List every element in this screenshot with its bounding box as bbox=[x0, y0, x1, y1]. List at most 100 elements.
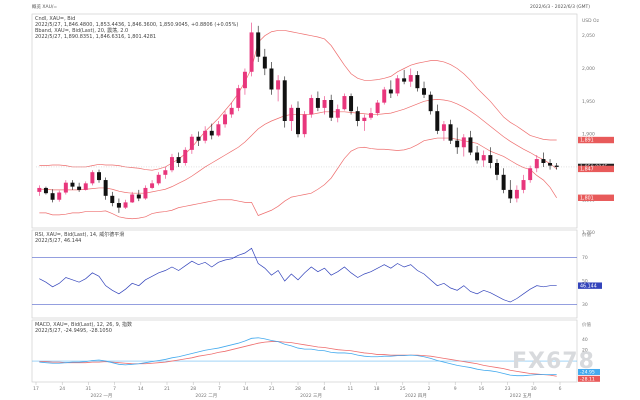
candle bbox=[37, 185, 42, 196]
candle bbox=[362, 114, 367, 131]
candle bbox=[83, 181, 88, 191]
candle bbox=[368, 107, 373, 120]
price-y-tick: 1,750 bbox=[582, 230, 595, 236]
candle bbox=[441, 121, 446, 141]
macd-tag: -24.95 bbox=[578, 368, 600, 376]
price-y-tick: 1,900 bbox=[582, 132, 595, 138]
price-legend-line-1: Cndl, XAU=, Bid bbox=[35, 16, 75, 22]
candle bbox=[408, 68, 413, 87]
candle bbox=[422, 81, 427, 99]
candlesticks bbox=[37, 22, 559, 213]
price-legend-line-3: Bband, XAU=, Bid(Last), 20, 震荡, 2.0 bbox=[35, 27, 128, 34]
candle bbox=[229, 102, 234, 118]
price-legend-line-2: 2022/5/27, 1,846.4800, 1,853.4436, 1,846… bbox=[35, 22, 238, 28]
rsi-panel-frame bbox=[31, 229, 578, 319]
x-day-tick: 6 bbox=[559, 386, 562, 392]
x-day-tick: 14 bbox=[243, 386, 249, 392]
x-day-tick: 28 bbox=[295, 386, 301, 392]
candle bbox=[249, 22, 254, 77]
rsi-y-tick: 30 bbox=[582, 302, 588, 308]
candle bbox=[236, 84, 241, 112]
candle bbox=[329, 94, 334, 121]
x-axis: 17 24 31 7 14 21 28 7 14 21 28 4 11 18 25 2 9 16 23 30 6 2022… bbox=[33, 382, 562, 399]
macd-tag-label: -28.11 bbox=[580, 376, 595, 382]
candle bbox=[50, 189, 55, 203]
price-tag: 1,801 bbox=[578, 194, 614, 201]
candle bbox=[342, 93, 347, 111]
x-day-tick: 25 bbox=[400, 386, 406, 392]
x-month-label: 2022 二月 bbox=[195, 393, 217, 399]
x-day-tick: 31 bbox=[86, 386, 92, 392]
x-day-tick: 17 bbox=[33, 386, 39, 392]
x-day-tick: 7 bbox=[113, 386, 116, 392]
candle bbox=[315, 91, 320, 112]
candle bbox=[189, 134, 194, 154]
candle bbox=[349, 93, 354, 115]
price-tag: 1,847 bbox=[578, 165, 614, 173]
candle bbox=[169, 153, 174, 173]
macd-panel-frame bbox=[31, 319, 578, 383]
candle bbox=[282, 76, 287, 128]
candle bbox=[475, 145, 480, 164]
macd-legend-line-1: MACD, XAU=, Bid(Last), 12, 26, 9, 指数 bbox=[35, 321, 132, 328]
candle bbox=[103, 177, 108, 200]
macd-axis-label: 价值 bbox=[582, 321, 591, 328]
candle bbox=[116, 198, 121, 213]
candle bbox=[289, 104, 294, 131]
candle bbox=[203, 126, 208, 144]
candle bbox=[488, 147, 493, 169]
candle bbox=[468, 130, 473, 156]
x-month-label: 2022 四月 bbox=[405, 393, 427, 399]
candle bbox=[322, 96, 327, 115]
candle bbox=[242, 68, 247, 95]
candle bbox=[309, 94, 314, 118]
candle bbox=[514, 185, 519, 203]
macd-legend-line-2: 2022/5/27, -24.9495, -28.1050 bbox=[35, 328, 112, 334]
candle bbox=[70, 180, 75, 190]
candle bbox=[375, 100, 380, 116]
x-day-tick: 30 bbox=[531, 386, 537, 392]
macd-signal-line bbox=[39, 341, 557, 377]
candle bbox=[395, 75, 400, 97]
bollinger-upper-line bbox=[39, 30, 557, 171]
candle bbox=[494, 159, 499, 181]
candle bbox=[77, 182, 82, 192]
candle bbox=[150, 180, 155, 190]
price-tag: 1,891 bbox=[578, 136, 614, 144]
rsi-y-tick: 70 bbox=[582, 255, 588, 261]
candle bbox=[276, 75, 281, 102]
candle bbox=[521, 174, 526, 194]
candle bbox=[335, 104, 340, 123]
rsi-tag: 46.144 bbox=[578, 282, 602, 289]
macd-tag-label: -24.95 bbox=[580, 370, 595, 376]
price-y-tick: 2,000 bbox=[582, 66, 595, 72]
candle bbox=[256, 25, 261, 62]
rsi-legend-line-1: RSI, XAU=, Bid(Last), 14, 威尔德平滑 bbox=[35, 231, 124, 238]
x-month-label: 2022 三月 bbox=[300, 393, 322, 399]
candle bbox=[402, 69, 407, 85]
candle bbox=[554, 163, 559, 170]
candle bbox=[90, 170, 95, 186]
candle bbox=[156, 172, 161, 186]
candle bbox=[43, 186, 48, 195]
candle bbox=[548, 159, 553, 170]
x-day-tick: 28 bbox=[190, 386, 196, 392]
x-month-label: 2022 一月 bbox=[91, 393, 113, 399]
candle bbox=[130, 191, 135, 204]
x-day-tick: 24 bbox=[59, 386, 65, 392]
price-y-tick: 2,050 bbox=[582, 33, 595, 39]
macd-line bbox=[39, 337, 557, 377]
macd-y-tick: 0 bbox=[582, 359, 585, 365]
candle bbox=[143, 185, 148, 200]
candle bbox=[501, 168, 506, 194]
price-legend-line-4: 2022/5/27, 1,890.8351, 1,846.6316, 1,801… bbox=[35, 34, 156, 40]
macd-legend: MACD, XAU=, Bid(Last), 12, 26, 9, 指数 202… bbox=[35, 321, 132, 334]
x-day-tick: 16 bbox=[479, 386, 485, 392]
x-day-tick: 18 bbox=[374, 386, 380, 392]
x-day-tick: 23 bbox=[505, 386, 511, 392]
x-day-tick: 21 bbox=[269, 386, 275, 392]
candle bbox=[534, 155, 539, 173]
